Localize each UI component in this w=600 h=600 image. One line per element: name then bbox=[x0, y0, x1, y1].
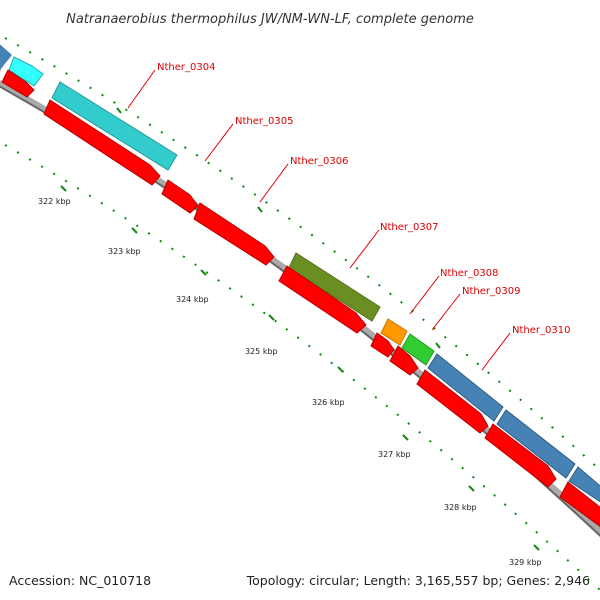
feature-cds-nther-0307[interactable] bbox=[288, 252, 381, 322]
gene-label-nther-0304[interactable]: Nther_0304 bbox=[157, 62, 215, 73]
gene-label-nther-0309[interactable]: Nther_0309 bbox=[462, 286, 520, 297]
kbp-label: 322 kbp bbox=[38, 197, 71, 206]
kbp-label: 323 kbp bbox=[108, 247, 141, 256]
lower-scale-dots bbox=[4, 144, 600, 591]
feature-cds-steelblue[interactable] bbox=[0, 40, 12, 70]
major-tick bbox=[468, 485, 475, 492]
cds-arrow[interactable] bbox=[278, 265, 367, 334]
cds-arrow[interactable] bbox=[161, 179, 199, 214]
gene-label-nther-0310[interactable]: Nther_0310 bbox=[512, 325, 570, 336]
major-tick bbox=[435, 342, 441, 349]
feature-cds-steelblue-2[interactable] bbox=[496, 409, 576, 479]
feature-cds-nther-0309[interactable] bbox=[401, 333, 435, 366]
cds-arrow[interactable] bbox=[43, 99, 161, 186]
major-tick bbox=[60, 185, 67, 192]
cds-track bbox=[0, 69, 600, 530]
gene-label-nther-0308[interactable]: Nther_0308 bbox=[440, 268, 498, 279]
genome-backbone-edge bbox=[0, 85, 600, 538]
feature-cds-nther-0308[interactable] bbox=[380, 318, 408, 346]
gene-label-nther-0305[interactable]: Nther_0305 bbox=[235, 116, 293, 127]
feature-cds-nther-0310[interactable] bbox=[427, 353, 504, 422]
major-tick bbox=[402, 434, 409, 441]
gene-label-nther-0306[interactable]: Nther_0306 bbox=[290, 156, 348, 167]
callout-line bbox=[481, 332, 511, 371]
major-tick bbox=[533, 544, 540, 551]
feature-cds-cyan-bright[interactable] bbox=[8, 56, 44, 87]
callout-line bbox=[259, 163, 289, 203]
major-tick bbox=[268, 314, 275, 321]
major-tick bbox=[337, 366, 344, 373]
kbp-label: 329 kbp bbox=[509, 558, 542, 567]
feature-cds-nther-0304[interactable] bbox=[51, 81, 178, 171]
cds-arrow[interactable] bbox=[559, 481, 600, 530]
cds-arrow[interactable] bbox=[389, 345, 419, 376]
kbp-label: 324 kbp bbox=[176, 295, 209, 304]
major-ticks bbox=[60, 107, 540, 551]
callout-line bbox=[431, 293, 461, 331]
callout-line bbox=[204, 123, 234, 162]
feature-cds-steelblue-3[interactable] bbox=[568, 466, 600, 505]
kbp-label: 327 kbp bbox=[378, 450, 411, 459]
major-tick bbox=[257, 206, 263, 213]
map-title: Natranaerobius thermophilus JW/NM-WN-LF,… bbox=[66, 12, 474, 27]
genome-summary-text: Topology: circular; Length: 3,165,557 bp… bbox=[246, 573, 590, 588]
cds-arrow[interactable] bbox=[416, 369, 489, 434]
cds-arrow[interactable] bbox=[1, 69, 35, 98]
cds-arrow[interactable] bbox=[193, 202, 275, 266]
major-tick bbox=[131, 227, 138, 234]
kbp-label: 325 kbp bbox=[245, 347, 278, 356]
kbp-label: 328 kbp bbox=[444, 503, 477, 512]
genome-backbone bbox=[0, 80, 600, 535]
accession-text: Accession: NC_010718 bbox=[9, 573, 151, 588]
cds-arrow[interactable] bbox=[484, 423, 557, 488]
gene-label-nther-0307[interactable]: Nther_0307 bbox=[380, 222, 438, 233]
gene-callouts bbox=[127, 69, 511, 371]
callout-line bbox=[349, 229, 380, 269]
kbp-label: 326 kbp bbox=[312, 398, 345, 407]
major-tick bbox=[116, 107, 122, 114]
callout-line bbox=[127, 69, 156, 109]
major-tick bbox=[200, 269, 207, 276]
cds-arrow[interactable] bbox=[370, 332, 395, 358]
feature-track bbox=[0, 40, 600, 505]
upper-scale-dots bbox=[4, 37, 600, 471]
callout-line bbox=[409, 275, 440, 315]
